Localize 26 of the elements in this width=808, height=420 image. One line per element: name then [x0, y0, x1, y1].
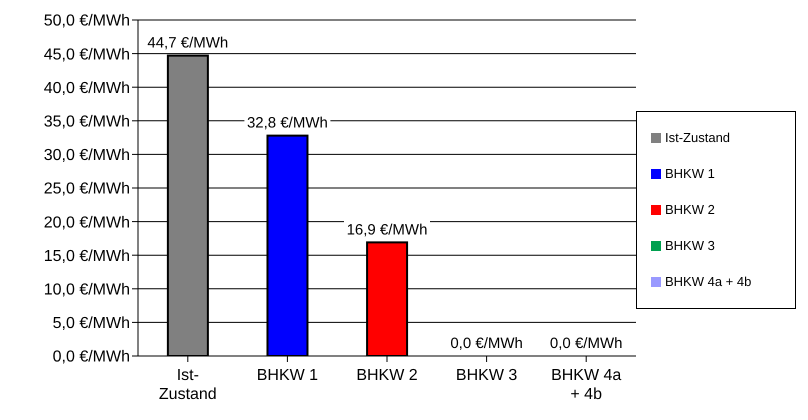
x-tick-label: BHKW 4a + 4b [551, 367, 622, 403]
legend-label: BHKW 4a + 4b [665, 274, 752, 289]
data-label: 44,7 €/MWh [147, 34, 228, 52]
legend-label: BHKW 3 [665, 238, 715, 253]
legend-label: BHKW 2 [665, 202, 715, 217]
x-tick-label: BHKW 2 [356, 367, 418, 384]
legend-label: Ist-Zustand [665, 130, 730, 145]
y-tick-label: 45,0 €/MWh [44, 46, 130, 64]
y-tick-label: 50,0 €/MWh [44, 12, 130, 30]
x-tick-label: Ist-Zustand [158, 367, 217, 403]
y-tick-label: 5,0 €/MWh [52, 315, 130, 332]
y-tick-label: 30,0 €/MWh [44, 147, 130, 164]
legend-label: BHKW 1 [665, 166, 715, 181]
x-tick-label: BHKW 3 [456, 367, 518, 384]
data-label: 32,8 €/MWh [246, 114, 328, 132]
y-tick-label: 15,0 €/MWh [44, 248, 130, 265]
y-tick-label: 25,0 €/MWh [44, 180, 130, 198]
y-tick-label: 10,0 €/MWh [44, 281, 130, 298]
data-label: 16,9 €/MWh [346, 221, 428, 238]
x-tick-label: BHKW 1 [256, 367, 318, 384]
data-label: 0,0 €/MWh [550, 335, 622, 352]
y-tick-label: 35,0 €/MWh [44, 113, 130, 130]
y-tick-label: 0,0 €/MWh [52, 348, 130, 366]
y-tick-label: 40,0 €/MWh [44, 80, 130, 97]
data-label: 0,0 €/MWh [450, 335, 523, 352]
y-tick-label: 20,0 €/MWh [44, 214, 130, 232]
